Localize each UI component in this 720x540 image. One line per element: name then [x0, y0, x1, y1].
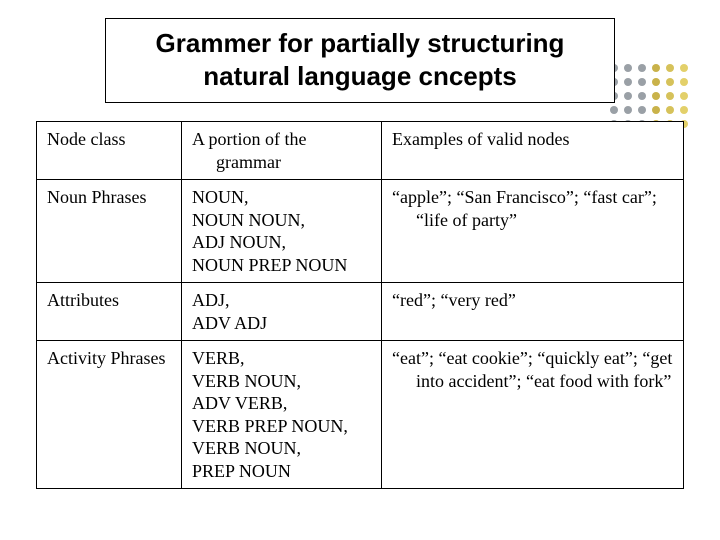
- grammar-table: Node class A portion of the grammar Exam…: [36, 121, 684, 489]
- table-row: Attributes ADJ,ADV ADJ “red”; “very red”: [37, 283, 684, 341]
- table-header-row: Node class A portion of the grammar Exam…: [37, 122, 684, 180]
- cell-examples: “red”; “very red”: [382, 283, 684, 341]
- cell-node-class: Attributes: [37, 283, 182, 341]
- slide-title-box: Grammer for partially structuring natura…: [105, 18, 615, 103]
- cell-grammar: NOUN,NOUN NOUN,ADJ NOUN,NOUN PREP NOUN: [182, 180, 382, 283]
- cell-grammar: VERB,VERB NOUN,ADV VERB,VERB PREP NOUN,V…: [182, 341, 382, 489]
- table-row: Noun Phrases NOUN,NOUN NOUN,ADJ NOUN,NOU…: [37, 180, 684, 283]
- table-row: Activity Phrases VERB,VERB NOUN,ADV VERB…: [37, 341, 684, 489]
- cell-examples: “eat”; “eat cookie”; “quickly eat”; “get…: [382, 341, 684, 489]
- cell-examples: “apple”; “San Francisco”; “fast car”; “l…: [382, 180, 684, 283]
- cell-node-class: Activity Phrases: [37, 341, 182, 489]
- slide-title: Grammer for partially structuring natura…: [128, 27, 592, 92]
- col-header-grammar: A portion of the grammar: [182, 122, 382, 180]
- col-header-node-class: Node class: [37, 122, 182, 180]
- cell-grammar: ADJ,ADV ADJ: [182, 283, 382, 341]
- cell-node-class: Noun Phrases: [37, 180, 182, 283]
- col-header-examples: Examples of valid nodes: [382, 122, 684, 180]
